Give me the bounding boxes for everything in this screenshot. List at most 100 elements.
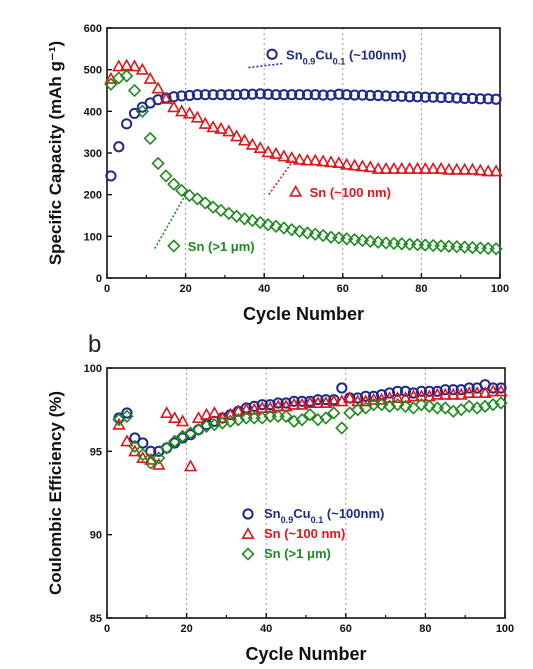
- data-point: [168, 434, 182, 448]
- x-tick-label: 60: [340, 623, 352, 635]
- data-point: [347, 233, 362, 247]
- data-point: [206, 200, 220, 214]
- data-point: [105, 170, 117, 182]
- data-point: [414, 398, 429, 412]
- data-point: [245, 137, 260, 150]
- data-point: [388, 90, 400, 102]
- data-point: [439, 384, 451, 396]
- data-point: [253, 141, 267, 154]
- data-point: [168, 411, 182, 424]
- data-point: [207, 406, 222, 419]
- data-point: [332, 156, 346, 169]
- y-tick-label: 600: [84, 23, 102, 35]
- label-part: (~100nm): [323, 506, 384, 521]
- y-tick-label: 100: [84, 231, 102, 243]
- data-point: [237, 133, 252, 146]
- label-part: Sn (~100 nm): [310, 185, 391, 200]
- data-point: [160, 441, 174, 455]
- data-point: [380, 90, 392, 102]
- data-point: [288, 395, 300, 407]
- data-point: [406, 389, 421, 402]
- data-point: [426, 161, 440, 174]
- y-tick-label: 90: [90, 530, 102, 542]
- data-point: [292, 152, 307, 165]
- data-point: [159, 169, 173, 183]
- label-part: 0.1: [311, 515, 324, 525]
- y-tick-label: 95: [90, 446, 102, 458]
- chart-specific-capacity: 0 20 40 60 80 100 0 100 200 300 400 500 600 Cycle Num…: [46, 23, 509, 324]
- data-point: [356, 89, 369, 101]
- x-tick-label: 100: [491, 283, 509, 295]
- data-point: [332, 231, 346, 245]
- data-point: [336, 382, 348, 394]
- series-triangle: [112, 384, 508, 472]
- data-point: [207, 89, 219, 101]
- x-tick-label: 20: [179, 283, 191, 295]
- data-point: [230, 129, 244, 142]
- data-point: [293, 89, 306, 101]
- data-point: [434, 161, 448, 174]
- data-point: [129, 432, 141, 444]
- leader-line: [153, 194, 187, 251]
- data-point: [198, 196, 212, 210]
- legend: Sn0.9Cu0.1 (~100nm)Sn (~100 nm)Sn (>1 μm…: [241, 506, 384, 561]
- data-point: [327, 394, 341, 407]
- data-point: [127, 59, 142, 72]
- data-point: [127, 83, 142, 98]
- y-tick-label: 85: [90, 613, 102, 625]
- data-point: [311, 396, 325, 409]
- label-marker: [167, 239, 181, 253]
- data-point: [231, 89, 243, 101]
- data-point: [463, 382, 475, 394]
- legend-marker: [241, 527, 255, 540]
- data-point: [295, 397, 309, 410]
- data-point: [319, 411, 333, 425]
- data-point: [278, 89, 290, 101]
- label-part: Sn (>1 μm): [264, 546, 331, 561]
- data-point: [415, 385, 428, 397]
- y-tick-label: 200: [84, 190, 102, 202]
- data-point: [190, 110, 205, 123]
- label-part: Sn: [264, 506, 281, 521]
- x-tick-label: 80: [419, 623, 431, 635]
- data-point: [277, 221, 291, 235]
- data-point: [398, 399, 413, 413]
- data-point: [414, 389, 429, 402]
- y-tick-label: 300: [84, 148, 102, 160]
- data-point: [112, 59, 126, 72]
- data-point: [292, 224, 307, 238]
- data-point: [308, 153, 322, 166]
- data-point: [489, 242, 503, 256]
- data-point: [364, 89, 376, 102]
- data-point: [487, 382, 499, 394]
- data-point: [422, 399, 437, 413]
- data-point: [450, 162, 464, 175]
- data-point: [256, 399, 268, 411]
- data-point: [277, 149, 291, 162]
- series-label: Sn0.9Cu0.1 (~100nm): [286, 47, 406, 66]
- chart-coulombic-efficiency: 0 20 40 60 80 100 85 90 95 100 Cycle Number Coulomb…: [46, 363, 514, 664]
- data-point: [136, 448, 150, 462]
- data-point: [343, 391, 357, 404]
- x-tick-label: 40: [260, 623, 272, 635]
- data-point: [359, 394, 373, 407]
- data-point: [135, 104, 150, 118]
- data-point: [387, 161, 401, 174]
- data-point: [128, 444, 142, 457]
- x-tick-label: 0: [104, 283, 110, 295]
- data-point: [474, 93, 486, 105]
- data-point: [363, 234, 377, 248]
- data-point: [128, 439, 142, 453]
- data-point: [303, 408, 317, 422]
- data-point: [391, 385, 404, 397]
- data-point: [462, 399, 476, 413]
- data-point: [254, 88, 266, 100]
- data-point: [438, 387, 452, 400]
- data-point: [374, 392, 389, 405]
- data-point: [300, 226, 315, 240]
- data-point: [363, 160, 377, 173]
- data-point: [261, 218, 275, 232]
- data-point: [159, 91, 173, 104]
- data-point: [481, 164, 495, 177]
